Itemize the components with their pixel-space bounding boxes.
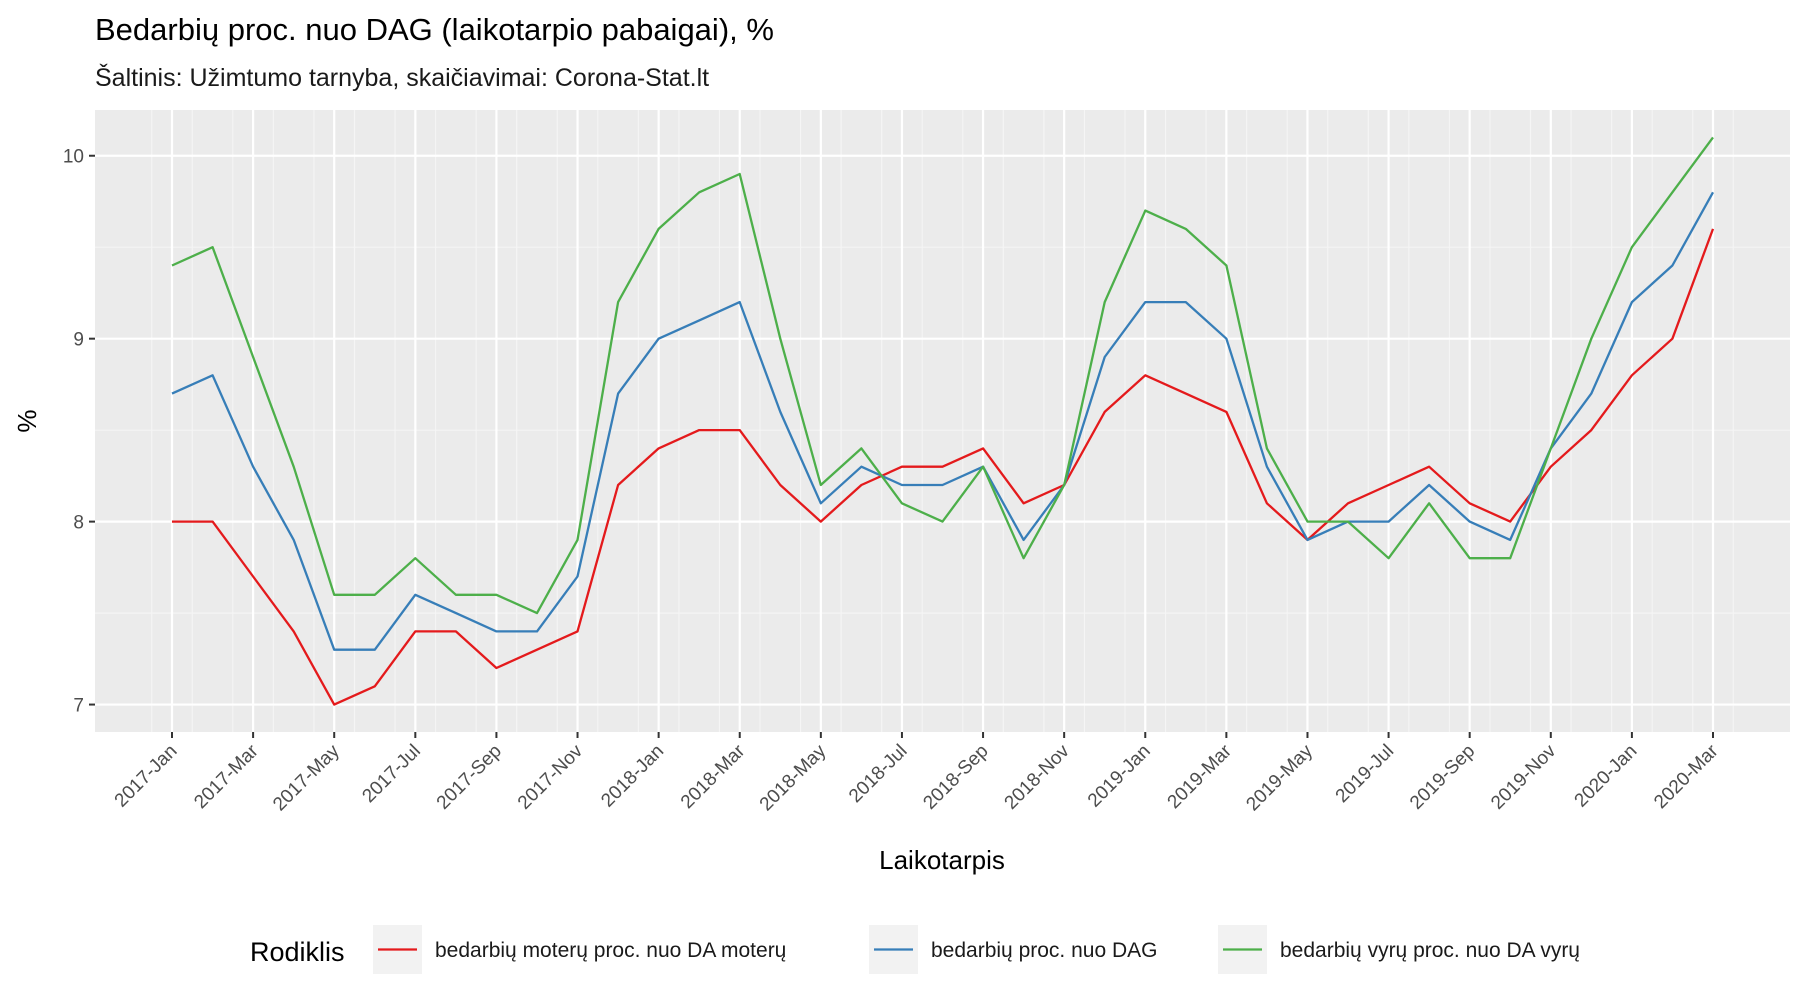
x-tick-label: 2017-Nov — [514, 740, 587, 813]
x-tick-label: 2017-Sep — [433, 741, 506, 814]
x-tick-label: 2019-Mar — [1164, 740, 1237, 813]
series-line-3 — [171, 136, 1714, 615]
x-tick-label: 2017-May — [269, 740, 344, 815]
series-line-1 — [172, 228, 1715, 706]
plot-panel — [95, 110, 1790, 732]
series-line-2 — [171, 191, 1715, 651]
x-tick-label: 2017-Jul — [358, 741, 424, 807]
y-tick-label: 10 — [63, 147, 84, 168]
x-tick-label: 2019-Jan — [1084, 741, 1155, 812]
chart-title: Bedarbių proc. nuo DAG (laikotarpio paba… — [95, 12, 774, 47]
x-tick-label: 2018-Sep — [919, 741, 992, 814]
x-tick-label: 2017-Mar — [190, 740, 263, 813]
x-tick-label: 2020-Mar — [1650, 740, 1723, 813]
x-tick-label: 2019-Jul — [1332, 741, 1398, 807]
x-tick-label: 2018-Jul — [845, 741, 911, 807]
x-tick-label: 2017-Jan — [111, 741, 182, 812]
x-tick-label: 2018-Mar — [677, 740, 750, 813]
y-tick-label: 7 — [73, 696, 84, 717]
x-axis-title: Laikotarpis — [879, 845, 1005, 875]
chart-subtitle: Šaltinis: Užimtumo tarnyba, skaičiavimai… — [95, 63, 709, 92]
y-tick-label: 8 — [73, 513, 84, 534]
series-layer — [171, 136, 1715, 706]
x-tick-label: 2019-May — [1242, 740, 1317, 815]
x-tick-label: 2019-Nov — [1487, 740, 1560, 813]
y-axis-title: % — [12, 409, 42, 432]
grid-minor — [95, 110, 1790, 732]
legend-label-1: bedarbių moterų proc. nuo DA moterų — [435, 939, 786, 962]
x-axis: 2017-Jan 2017-Mar 2017-May 2017-Jul 2017-Sep… — [111, 732, 1723, 815]
legend-title: Rodiklis — [250, 937, 345, 967]
y-tick-label: 9 — [73, 330, 84, 351]
x-tick-label: 2020-Jan — [1571, 741, 1642, 812]
legend: Rodiklis bedarbių moterų proc. nuo DA mo… — [250, 925, 1580, 974]
legend-label-3: bedarbių vyrų proc. nuo DA vyrų — [1280, 939, 1580, 962]
x-tick-label: 2019-Sep — [1406, 741, 1479, 814]
legend-items: bedarbių moterų proc. nuo DA moterų bedar… — [373, 925, 1580, 974]
x-tick-label: 2018-Jan — [597, 741, 668, 812]
legend-label-2: bedarbių proc. nuo DAG — [931, 939, 1157, 962]
y-axis: 7 8 9 10 — [63, 147, 95, 717]
x-tick-label: 2018-Nov — [1001, 740, 1074, 813]
x-tick-label: 2018-May — [756, 740, 831, 815]
